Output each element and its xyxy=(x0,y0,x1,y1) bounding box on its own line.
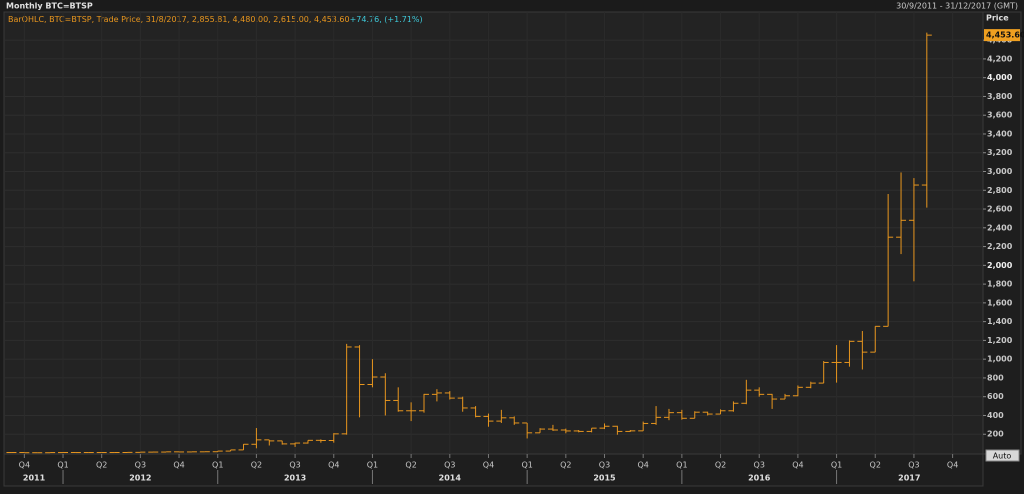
year-label: 2013 xyxy=(284,474,306,483)
y-tick-label: 2,400 xyxy=(987,223,1013,232)
y-tick-label: 2,000 xyxy=(987,261,1013,270)
x-tick-label: Q2 xyxy=(715,461,726,470)
year-label: 2015 xyxy=(593,474,616,483)
x-tick-label: Q4 xyxy=(19,461,30,470)
year-label: 2016 xyxy=(748,474,771,483)
x-tick-label: Q1 xyxy=(57,461,68,470)
x-tick-label: Q3 xyxy=(135,461,146,470)
y-tick-label: 200 xyxy=(987,430,1004,439)
x-tick-label: Q3 xyxy=(289,461,300,470)
last-price-tag xyxy=(984,29,1020,42)
y-axis-title: Price xyxy=(986,14,1009,23)
x-tick-label: Q4 xyxy=(792,461,803,470)
year-label: 2014 xyxy=(439,474,462,483)
auto-button[interactable] xyxy=(985,449,1020,462)
x-tick-label: Q3 xyxy=(444,461,455,470)
y-tick-label: 3,200 xyxy=(987,148,1013,157)
x-tick-label: Q1 xyxy=(831,461,842,470)
time-axis-area xyxy=(3,453,984,487)
x-tick-label: Q3 xyxy=(599,461,610,470)
y-tick-label: 2,600 xyxy=(987,205,1013,214)
y-tick-label: 3,800 xyxy=(987,92,1013,101)
chart-title: Monthly BTC=BTSP xyxy=(6,2,93,11)
y-tick-label: 1,000 xyxy=(987,355,1013,364)
y-tick-label: 1,800 xyxy=(987,280,1013,289)
y-tick-label: 400 xyxy=(987,411,1004,420)
x-tick-label: Q4 xyxy=(328,461,339,470)
x-tick-label: Q2 xyxy=(251,461,262,470)
legend: BarOHLC, BTC=BTSP, Trade Price, 31/8/201… xyxy=(8,15,423,24)
x-tick-label: Q4 xyxy=(947,461,958,470)
y-tick-label: 600 xyxy=(987,392,1004,401)
y-tick-label: 4,000 xyxy=(987,73,1013,82)
y-tick-label: 2,200 xyxy=(987,242,1013,251)
legend-change: +74.76, (+1.71%) xyxy=(350,15,423,24)
x-tick-label: Q4 xyxy=(637,461,648,470)
x-tick-label: Q1 xyxy=(212,461,223,470)
y-tick-label: 3,000 xyxy=(987,167,1013,176)
year-label: 2011 xyxy=(23,474,46,483)
y-tick-label: 3,600 xyxy=(987,111,1013,120)
y-tick-label: 3,400 xyxy=(987,129,1013,138)
auto-button-label[interactable]: Auto xyxy=(993,452,1012,461)
y-tick-label: 1,200 xyxy=(987,336,1013,345)
y-tick-label: 4,200 xyxy=(987,54,1013,63)
x-tick-label: Q3 xyxy=(754,461,765,470)
x-tick-label: Q4 xyxy=(483,461,494,470)
x-tick-label: Q1 xyxy=(521,461,532,470)
x-tick-label: Q3 xyxy=(908,461,919,470)
x-tick-label: Q2 xyxy=(560,461,571,470)
x-tick-label: Q1 xyxy=(676,461,687,470)
last-price-label: 4,453.60 xyxy=(986,31,1024,40)
y-tick-label: 800 xyxy=(987,373,1004,382)
x-tick-label: Q2 xyxy=(96,461,107,470)
plot-area xyxy=(3,11,984,455)
y-tick-label: 1,400 xyxy=(987,317,1013,326)
x-tick-label: Q2 xyxy=(405,461,416,470)
y-tick-label: 1,600 xyxy=(987,298,1013,307)
price-axis-area xyxy=(982,11,1022,455)
y-tick-label: 2,800 xyxy=(987,186,1013,195)
year-label: 2012 xyxy=(129,474,151,483)
x-tick-label: Q4 xyxy=(173,461,184,470)
year-label: 2017 xyxy=(898,474,920,483)
x-tick-label: Q1 xyxy=(367,461,378,470)
x-tick-label: Q2 xyxy=(870,461,881,470)
date-range: 30/9/2011 - 31/12/2017 (GMT) xyxy=(896,2,1018,11)
